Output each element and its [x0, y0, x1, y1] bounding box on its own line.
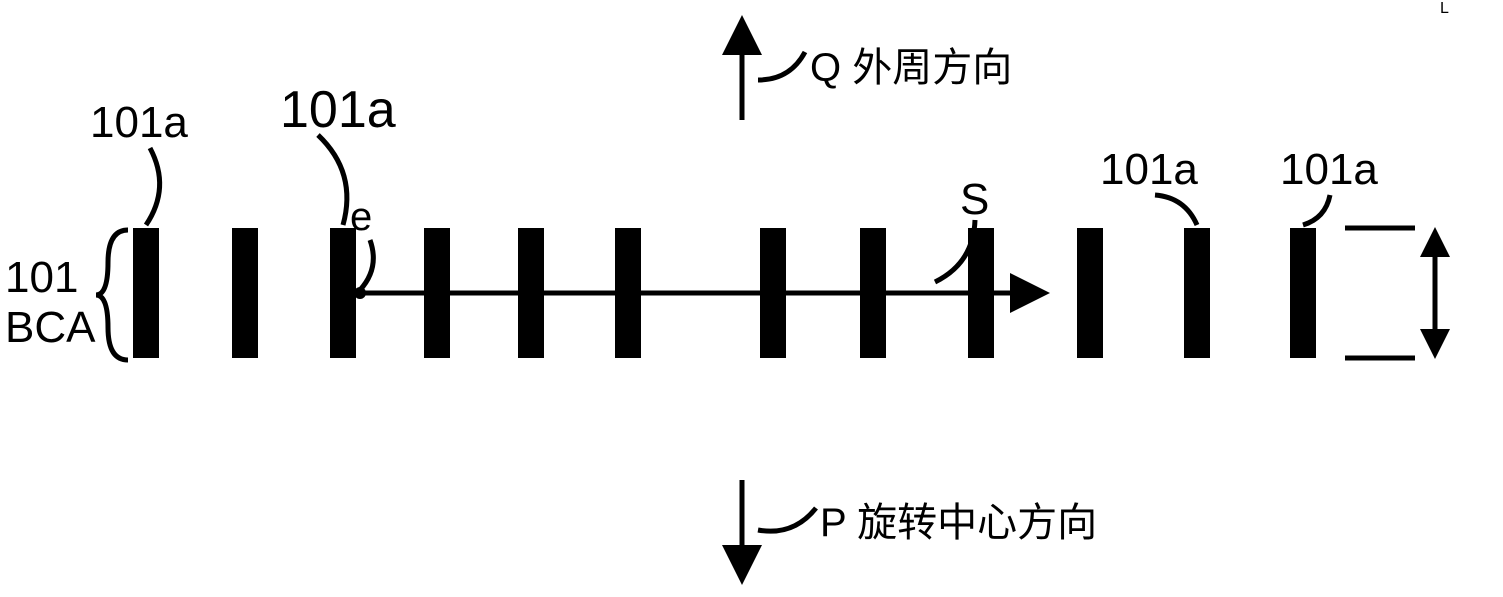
label-101a-3: 101a [1100, 145, 1198, 195]
bca-bar [330, 228, 356, 358]
bca-bar [615, 228, 641, 358]
bca-bar [760, 228, 786, 358]
bca-bar [968, 228, 994, 358]
bca-bar [1077, 228, 1103, 358]
label-101a-2: 101a [280, 80, 396, 140]
bca-bar [518, 228, 544, 358]
label-e: e [350, 195, 372, 240]
bca-bar [424, 228, 450, 358]
label-l: L [1440, 0, 1449, 18]
diagram-stage: Q 外周方向 P 旋转中心方向 e S 101a 101a 101a 101a … [0, 0, 1503, 597]
label-p-center: P 旋转中心方向 [820, 490, 1097, 548]
label-s: S [960, 175, 989, 225]
annotation-overlay [0, 0, 1503, 597]
label-bca: BCA [5, 303, 95, 353]
label-101: 101 [5, 253, 78, 303]
bca-bar [133, 228, 159, 358]
label-q-outer: Q 外周方向 [810, 35, 1012, 93]
label-101a-1: 101a [90, 98, 188, 148]
bca-bar [1290, 228, 1316, 358]
bca-bar [1184, 228, 1210, 358]
bca-bar [860, 228, 886, 358]
bca-bar [232, 228, 258, 358]
label-101a-4: 101a [1280, 145, 1378, 195]
